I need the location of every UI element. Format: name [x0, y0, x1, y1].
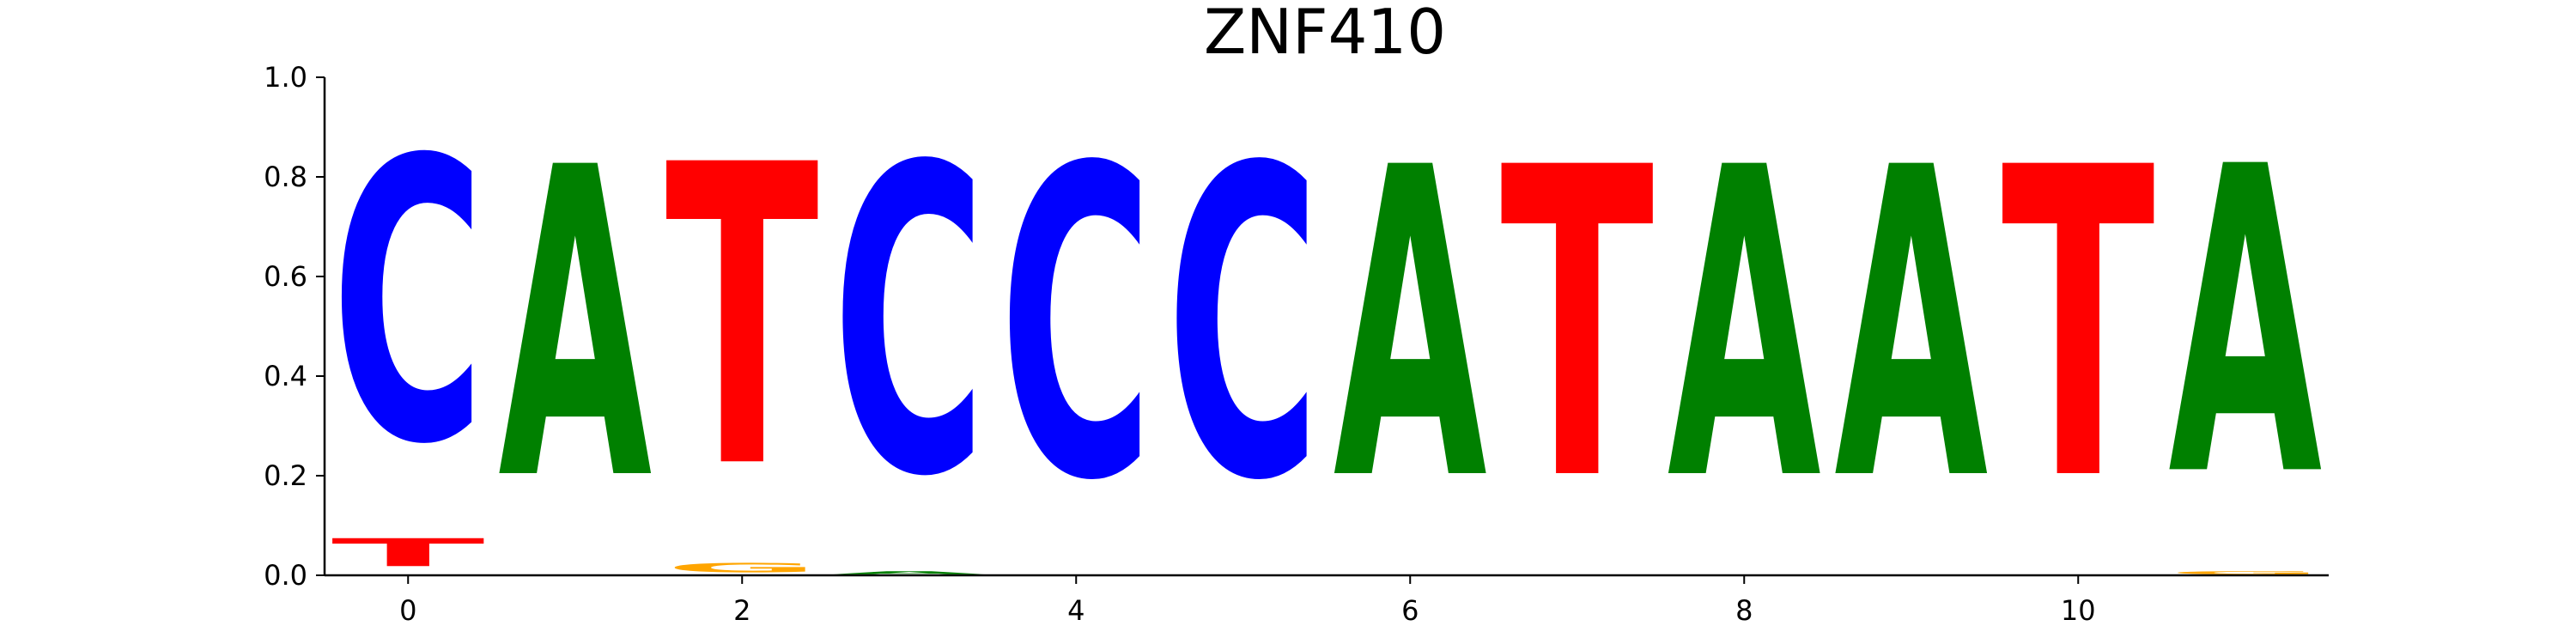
x-tick-label: 0 — [399, 594, 416, 627]
logo-letter-T: T — [665, 78, 820, 559]
logo-letter-G: G — [665, 561, 819, 575]
y-tick-label: 0.4 — [264, 360, 307, 392]
x-tick-label: 4 — [1067, 594, 1084, 627]
y-tick-label: 0.8 — [264, 161, 307, 193]
logo-letter-C: C — [999, 79, 1153, 574]
logo-letter-C: C — [832, 79, 986, 569]
logo-letter-A: A — [1834, 79, 1990, 574]
x-tick-label: 6 — [1401, 594, 1419, 627]
y-tick-label: 0.2 — [264, 459, 307, 492]
x-tick-label: 2 — [733, 594, 750, 627]
x-tick-label: 8 — [1735, 594, 1753, 627]
logo-letter-C: C — [1166, 79, 1320, 574]
x-tick-label: 10 — [2061, 594, 2096, 627]
y-tick-label: 0.6 — [264, 260, 307, 293]
y-tick-label: 1.0 — [264, 61, 307, 94]
logo-letter-A: A — [1668, 79, 1823, 574]
logo-letter-T: T — [331, 531, 485, 575]
logo-letter-T: T — [1500, 78, 1655, 574]
logo-letter-C: C — [331, 77, 485, 529]
chart-title: ZNF410 — [1204, 0, 1446, 68]
logo-letter-A: A — [498, 79, 653, 574]
y-tick-label: 0.0 — [264, 559, 307, 592]
logo-letter-A: A — [2168, 79, 2324, 569]
logo-letter-A: A — [1334, 79, 1489, 574]
logo-letter-T: T — [2002, 78, 2156, 574]
